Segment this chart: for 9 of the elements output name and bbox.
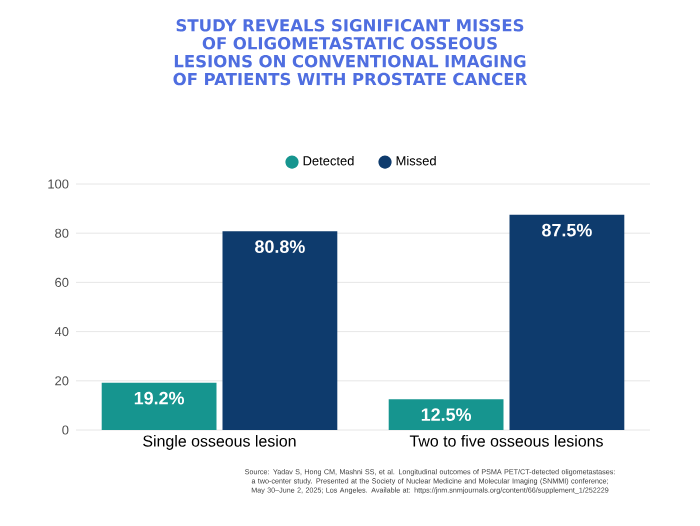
data-label: 87.5% bbox=[542, 223, 592, 237]
chart-title: STUDY REVEALS SIGNIFICANT MISSES OF OLIGOMETASTATIC OSSEOUS LESIONS ON CONVENTIONAL IMAGING OF PATIENTS WITH PROSTATE CANCER bbox=[173, 19, 527, 86]
bar bbox=[388, 399, 504, 430]
data-label: 12.5% bbox=[421, 408, 472, 421]
data-label: 80.8% bbox=[255, 240, 305, 253]
bar bbox=[222, 231, 338, 430]
data-label: 19.2% bbox=[134, 391, 185, 405]
bar bbox=[101, 382, 217, 430]
bar bbox=[509, 214, 625, 430]
